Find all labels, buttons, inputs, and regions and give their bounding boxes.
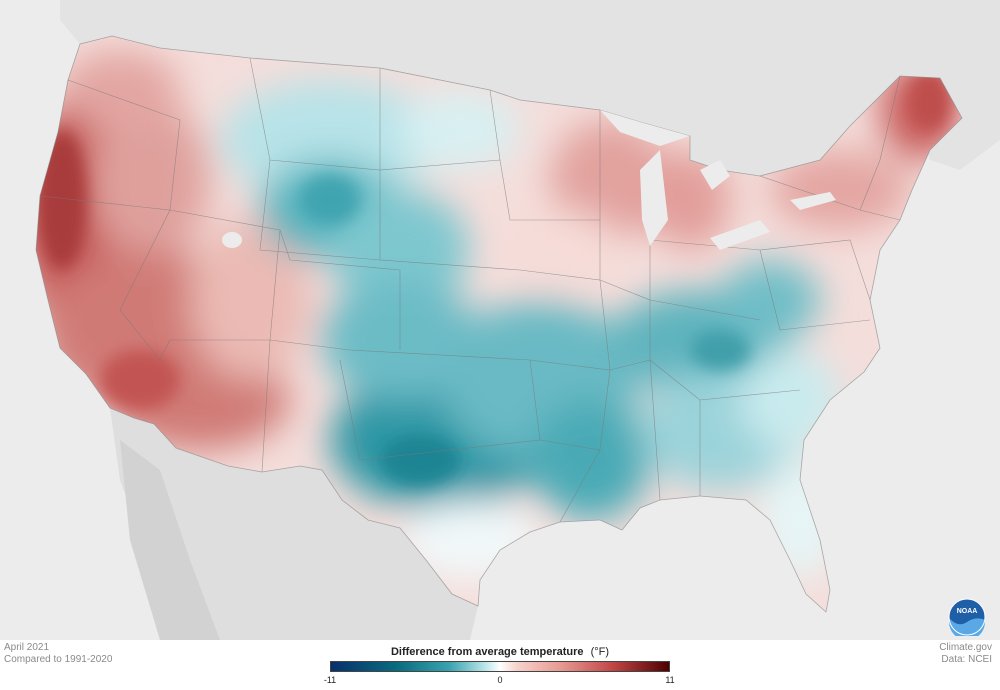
source-data: Data: NCEI: [941, 654, 992, 665]
period-label: April 2021: [4, 642, 50, 653]
mexico-land: [110, 408, 478, 640]
legend-unit: (°F): [590, 646, 610, 658]
legend-tick-min: -11: [323, 675, 337, 685]
legend-tick-zero: 0: [497, 675, 503, 685]
baseline-label: Compared to 1991-2020: [4, 654, 113, 665]
noaa-logo-text: NOAA: [957, 608, 978, 615]
legend-title: Difference from average temperature (°F): [330, 646, 670, 658]
legend-color-bar: [330, 661, 670, 672]
footer: April 2021 Compared to 1991-2020 Differe…: [0, 640, 1000, 690]
source-site: Climate.gov: [939, 642, 992, 653]
legend-title-text: Difference from average temperature: [390, 646, 584, 658]
noaa-logo-icon: NOAA: [948, 598, 986, 636]
legend-tick-max: 11: [665, 675, 675, 685]
map-area: [0, 0, 1000, 640]
great-lakes: [600, 110, 836, 250]
great-salt-lake: [222, 232, 242, 248]
mexico-highlands: [120, 440, 220, 640]
temperature-anomaly-map: [35, 0, 1000, 640]
state-boundaries: [35, 35, 963, 613]
canada-land: [60, 0, 1000, 176]
